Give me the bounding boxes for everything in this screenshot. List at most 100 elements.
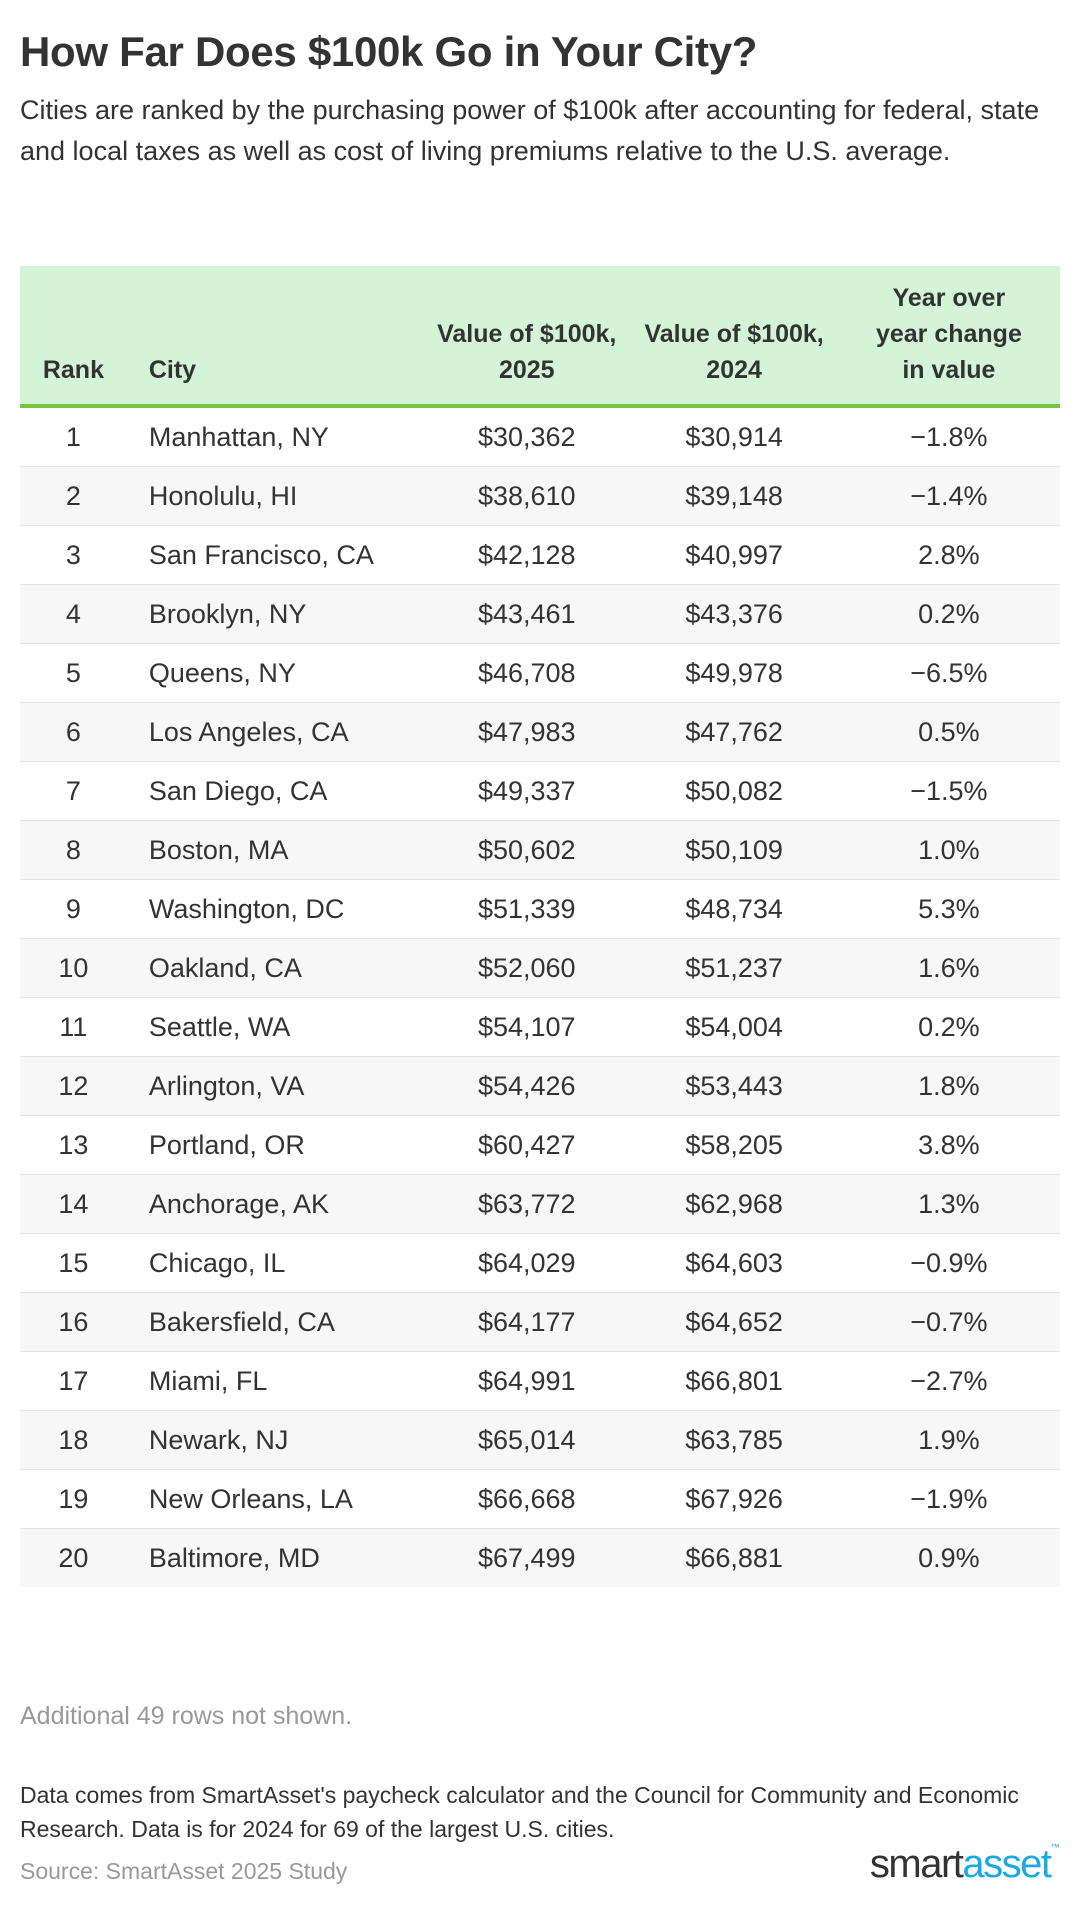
cell-value-2024: $64,603 [630, 1233, 838, 1293]
cell-value-2024: $64,652 [630, 1292, 838, 1352]
table-row: 13 Portland, OR $60,427 $58,205 3.8% [20, 1115, 1060, 1175]
cell-value-2024: $58,205 [630, 1115, 838, 1175]
data-footnote: Data comes from SmartAsset's paycheck ca… [20, 1782, 1019, 1842]
cell-yoy-change: 0.2% [837, 997, 1060, 1057]
cell-yoy-change: 0.2% [837, 584, 1060, 644]
header-city: City [126, 266, 424, 408]
cell-rank: 8 [20, 820, 127, 880]
cell-yoy-change: −1.9% [837, 1469, 1060, 1529]
cell-rank: 18 [20, 1410, 127, 1470]
cell-rank: 4 [20, 584, 127, 644]
cell-value-2025: $64,029 [423, 1233, 631, 1293]
cell-value-2024: $40,997 [630, 525, 838, 585]
cell-yoy-change: −6.5% [837, 643, 1060, 703]
cell-rank: 1 [20, 406, 127, 467]
cell-value-2025: $38,610 [423, 466, 631, 526]
city-ranking-table: Rank City Value of $100k, 2025 Value of … [20, 266, 1060, 1587]
source-label: Source: SmartAsset 2025 Study [20, 1858, 348, 1884]
cell-yoy-change: 2.8% [837, 525, 1060, 585]
cell-rank: 3 [20, 525, 127, 585]
cell-value-2025: $49,337 [423, 761, 631, 821]
cell-value-2025: $52,060 [423, 938, 631, 998]
table-row: 5 Queens, NY $46,708 $49,978 −6.5% [20, 643, 1060, 703]
table-row: 6 Los Angeles, CA $47,983 $47,762 0.5% [20, 702, 1060, 762]
cell-city: Portland, OR [126, 1115, 424, 1175]
cell-value-2024: $66,801 [630, 1351, 838, 1411]
table-row: 1 Manhattan, NY $30,362 $30,914 −1.8% [20, 406, 1060, 467]
cell-rank: 10 [20, 938, 127, 998]
cell-yoy-change: −1.8% [837, 406, 1060, 467]
cell-yoy-change: 1.9% [837, 1410, 1060, 1470]
cell-value-2025: $46,708 [423, 643, 631, 703]
cell-yoy-change: −1.4% [837, 466, 1060, 526]
table-row: 17 Miami, FL $64,991 $66,801 −2.7% [20, 1351, 1060, 1411]
cell-rank: 15 [20, 1233, 127, 1293]
cell-rank: 19 [20, 1469, 127, 1529]
cell-yoy-change: −0.9% [837, 1233, 1060, 1293]
cell-yoy-change: 3.8% [837, 1115, 1060, 1175]
cell-value-2025: $54,107 [423, 997, 631, 1057]
cell-value-2024: $66,881 [685, 1543, 783, 1573]
cell-value-2025: $64,177 [423, 1292, 631, 1352]
cell-value-2025: $30,362 [423, 406, 631, 467]
cell-city: Boston, MA [126, 820, 424, 880]
cell-value-2025: $65,014 [423, 1410, 631, 1470]
smartasset-logo: smartasset™ [870, 1842, 1060, 1887]
cell-value-2025: $60,427 [423, 1115, 631, 1175]
cell-city: Honolulu, HI [126, 466, 424, 526]
cell-yoy-change: −0.7% [837, 1292, 1060, 1352]
cell-rank: 12 [20, 1056, 127, 1116]
cell-rank: 6 [20, 702, 127, 762]
table-row: 15 Chicago, IL $64,029 $64,603 −0.9% [20, 1233, 1060, 1293]
table-row: 4 Brooklyn, NY $43,461 $43,376 0.2% [20, 584, 1060, 644]
cell-value-2025: $51,339 [423, 879, 631, 939]
cell-rank: 5 [20, 643, 127, 703]
cell-rank: 2 [20, 466, 127, 526]
cell-city: Manhattan, NY [126, 406, 424, 467]
cell-value-2024: $30,914 [630, 406, 838, 467]
cell-yoy-change: 1.6% [837, 938, 1060, 998]
cell-city: Newark, NJ [126, 1410, 424, 1470]
cell-city: San Francisco, CA [126, 525, 424, 585]
header-value-2025: Value of $100k, 2025 [423, 266, 631, 408]
table-row: 20 Baltimore, MD $67,499 $66,881 0.9% [20, 1528, 1060, 1587]
logo-trademark: ™ [1050, 1842, 1060, 1852]
cell-value-2025: $54,426 [423, 1056, 631, 1116]
cell-rank: 13 [20, 1115, 127, 1175]
cell-rank: 16 [20, 1292, 127, 1352]
cell-city: New Orleans, LA [126, 1469, 424, 1529]
table-row: 18 Newark, NJ $65,014 $63,785 1.9% [20, 1410, 1060, 1470]
cell-value-2024: $67,926 [630, 1469, 838, 1529]
cell-rank: 9 [20, 879, 127, 939]
table-header-row: Rank City Value of $100k, 2025 Value of … [20, 266, 1060, 408]
table-row: 11 Seattle, WA $54,107 $54,004 0.2% [20, 997, 1060, 1057]
cell-value-2025: $43,461 [423, 584, 631, 644]
cell-value-2024: $54,004 [630, 997, 838, 1057]
cell-city: Miami, FL [126, 1351, 424, 1411]
page-subtitle: Cities are ranked by the purchasing powe… [20, 95, 1040, 166]
cell-value-2025: $63,772 [423, 1174, 631, 1234]
header-value-2024: Value of $100k, 2024 [630, 266, 838, 408]
cell-yoy-change: 1.0% [837, 820, 1060, 880]
cell-rank: 17 [20, 1351, 127, 1411]
cell-city: Anchorage, AK [126, 1174, 424, 1234]
cell-rank: 14 [20, 1174, 127, 1234]
cell-yoy-change: 0.9% [918, 1543, 980, 1573]
cell-city: Brooklyn, NY [126, 584, 424, 644]
table-row: 10 Oakland, CA $52,060 $51,237 1.6% [20, 938, 1060, 998]
cell-value-2024: $47,762 [630, 702, 838, 762]
cell-value-2025: $67,499 [477, 1543, 576, 1573]
cell-city: Washington, DC [126, 879, 424, 939]
cell-city: Oakland, CA [126, 938, 424, 998]
cell-value-2025: $64,991 [423, 1351, 631, 1411]
table-row: 16 Bakersfield, CA $64,177 $64,652 −0.7% [20, 1292, 1060, 1352]
cell-yoy-change: 1.3% [837, 1174, 1060, 1234]
cell-yoy-change: −1.5% [837, 761, 1060, 821]
cell-city: Arlington, VA [126, 1056, 424, 1116]
cell-value-2024: $49,978 [630, 643, 838, 703]
cell-value-2024: $48,734 [630, 879, 838, 939]
cell-value-2024: $50,109 [630, 820, 838, 880]
cell-value-2024: $50,082 [630, 761, 838, 821]
cell-value-2025: $42,128 [423, 525, 631, 585]
cell-city: San Diego, CA [126, 761, 424, 821]
